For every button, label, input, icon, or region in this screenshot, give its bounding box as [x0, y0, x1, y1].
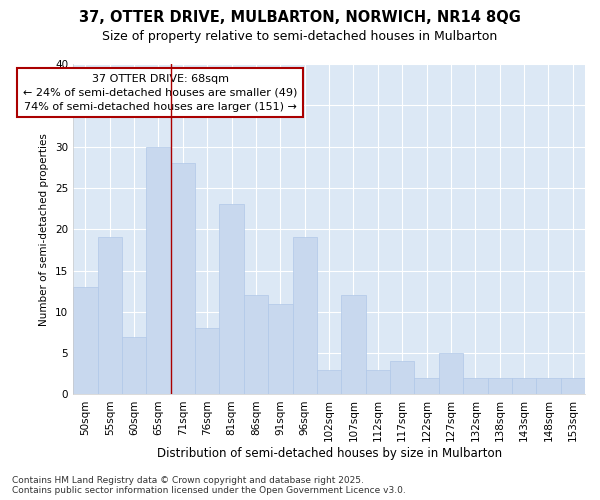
Bar	[512, 378, 536, 394]
Bar	[390, 362, 415, 394]
Bar	[195, 328, 220, 394]
Bar	[244, 296, 268, 394]
Bar	[463, 378, 488, 394]
Bar	[220, 204, 244, 394]
Bar	[98, 238, 122, 394]
Bar	[365, 370, 390, 394]
X-axis label: Distribution of semi-detached houses by size in Mulbarton: Distribution of semi-detached houses by …	[157, 447, 502, 460]
Bar	[560, 378, 585, 394]
Bar	[170, 163, 195, 394]
Text: 37, OTTER DRIVE, MULBARTON, NORWICH, NR14 8QG: 37, OTTER DRIVE, MULBARTON, NORWICH, NR1…	[79, 10, 521, 25]
Bar	[293, 238, 317, 394]
Bar	[122, 336, 146, 394]
Y-axis label: Number of semi-detached properties: Number of semi-detached properties	[40, 133, 49, 326]
Bar	[341, 296, 365, 394]
Text: 37 OTTER DRIVE: 68sqm
← 24% of semi-detached houses are smaller (49)
74% of semi: 37 OTTER DRIVE: 68sqm ← 24% of semi-deta…	[23, 74, 298, 112]
Bar	[439, 353, 463, 395]
Bar	[317, 370, 341, 394]
Bar	[488, 378, 512, 394]
Bar	[73, 287, 98, 395]
Bar	[146, 146, 170, 394]
Bar	[268, 304, 293, 394]
Bar	[415, 378, 439, 394]
Text: Size of property relative to semi-detached houses in Mulbarton: Size of property relative to semi-detach…	[103, 30, 497, 43]
Bar	[536, 378, 560, 394]
Text: Contains HM Land Registry data © Crown copyright and database right 2025.
Contai: Contains HM Land Registry data © Crown c…	[12, 476, 406, 495]
